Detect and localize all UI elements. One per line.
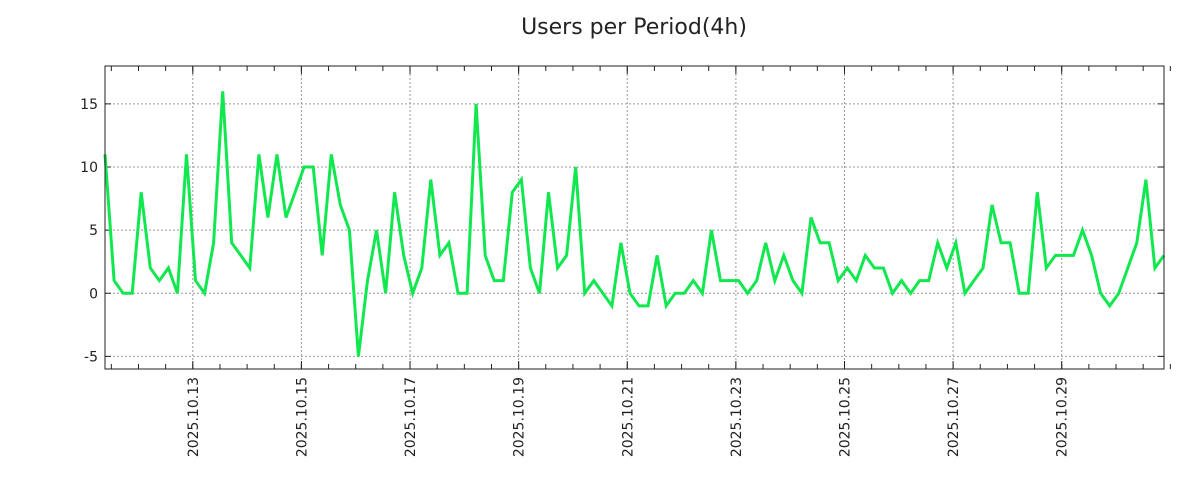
plot-frame (104, 65, 1165, 370)
y-tick-label: 10 (80, 160, 98, 176)
y-tick-label: 0 (89, 286, 98, 302)
y-tick-label: -5 (84, 349, 98, 365)
x-tick-label: 2025.10.25 (837, 377, 853, 457)
y-tick-label: 15 (80, 97, 98, 113)
data-series-line (103, 91, 1166, 357)
x-tick-label: 2025.10.13 (186, 377, 202, 457)
x-tick-label: 2025.10.17 (403, 377, 419, 457)
x-tick-label: 2025.10.29 (1055, 377, 1071, 457)
x-tick-label: 2025.10.15 (294, 377, 310, 457)
x-tick-label: 2025.10.27 (946, 377, 962, 457)
x-tick-label: 2025.10.19 (512, 377, 528, 457)
x-tick-label: 2025.10.23 (729, 377, 745, 457)
x-tick-label: 2025.10.21 (620, 377, 636, 457)
chart-title: Users per Period(4h) (521, 15, 747, 40)
y-tick-label: 5 (89, 223, 98, 239)
